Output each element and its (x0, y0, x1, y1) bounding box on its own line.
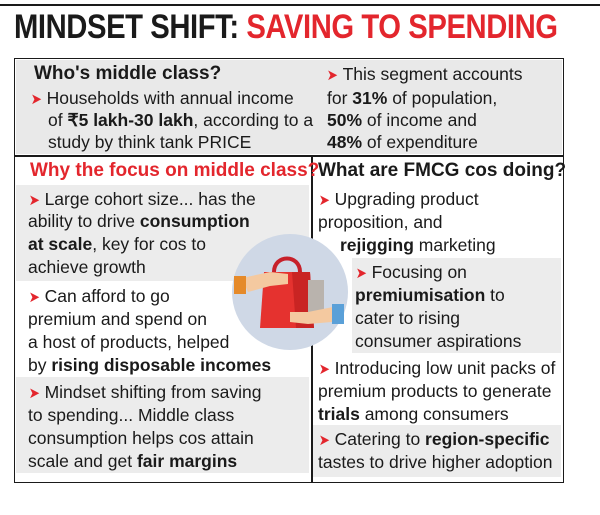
segment-line-4: 48% of expenditure (327, 132, 478, 152)
left-b2-l2: premium and spend on (28, 309, 207, 329)
right-b2-l1: ➤ Focusing on (355, 261, 467, 285)
right-b1-l3: rejigging marketing (340, 235, 496, 255)
left-b1-l1: ➤ Large cohort size... has the (28, 188, 256, 212)
top-panel (16, 60, 562, 154)
left-b2-l4: by rising disposable incomes (28, 355, 272, 375)
left-b2-l1: ➤ Can afford to go (28, 285, 170, 309)
who-line-2: of ₹5 lakh-30 lakh, according to a (48, 110, 314, 130)
right-heading: What are FMCG cos doing? (318, 160, 567, 181)
left-b1-l4: achieve growth (28, 257, 146, 277)
right-b2-l3: cater to rising (355, 308, 461, 328)
left-b3-l2: to spending... Middle class (28, 405, 235, 425)
right-b1-l2: proposition, and (318, 212, 443, 232)
page-title: MINDSET SHIFT: SAVING TO SPENDING (14, 8, 558, 47)
arrow-icon: ➤ (28, 289, 40, 306)
who-line-1: ➤ Households with annual income (30, 87, 294, 111)
horizontal-divider (14, 155, 564, 157)
left-heading: Why the focus on middle class? (30, 160, 320, 181)
arrow-icon: ➤ (318, 192, 330, 209)
right-bullet-2-bg (352, 258, 561, 353)
title-part1: MINDSET SHIFT: (14, 8, 239, 46)
title-rule (0, 4, 600, 6)
arrow-icon: ➤ (28, 192, 40, 209)
left-b1-l2: ability to drive consumption (28, 211, 250, 231)
arrow-icon: ➤ (355, 265, 367, 282)
left-b2-l3: a host of products, helped (28, 332, 230, 352)
arrow-icon: ➤ (30, 91, 42, 108)
right-b4-l2: tastes to drive higher adoption (318, 452, 553, 472)
shopping-bag-handoff-icon (230, 232, 350, 352)
arrow-icon: ➤ (318, 432, 330, 449)
arrow-icon: ➤ (326, 67, 338, 84)
left-bullet-3-bg (16, 377, 309, 473)
left-b1-l3: at scale, key for cos to (28, 234, 207, 254)
who-heading: Who's middle class? (34, 63, 222, 84)
right-b3-l2: premium products to generate (318, 381, 552, 401)
right-b4-l1: ➤ Catering to region-specific (318, 428, 550, 452)
left-b3-l4: scale and get fair margins (28, 451, 238, 471)
arrow-icon: ➤ (318, 361, 330, 378)
segment-line-3: 50% of income and (327, 110, 477, 130)
right-bullet-4-bg (313, 425, 561, 477)
left-b3-l1: ➤ Mindset shifting from saving (28, 381, 262, 405)
infographic-frame (14, 58, 564, 483)
right-b3-l3: trials among consumers (318, 404, 509, 424)
right-b2-l2: premiumisation to (355, 285, 505, 305)
segment-line-2: for 31% of population, (327, 88, 498, 108)
left-b3-l3: consumption helps cos attain (28, 428, 254, 448)
right-b1-l1: ➤ Upgrading product (318, 188, 479, 212)
who-line-3: study by think tank PRICE (48, 132, 252, 152)
title-part2: SAVING TO SPENDING (246, 8, 558, 46)
right-b2-l4: consumer aspirations (355, 331, 522, 351)
arrow-icon: ➤ (28, 385, 40, 402)
right-b3-l1: ➤ Introducing low unit packs of (318, 357, 556, 381)
title-bar: MINDSET SHIFT: SAVING TO SPENDING (0, 0, 600, 50)
segment-line-1: ➤ This segment accounts (326, 63, 523, 87)
